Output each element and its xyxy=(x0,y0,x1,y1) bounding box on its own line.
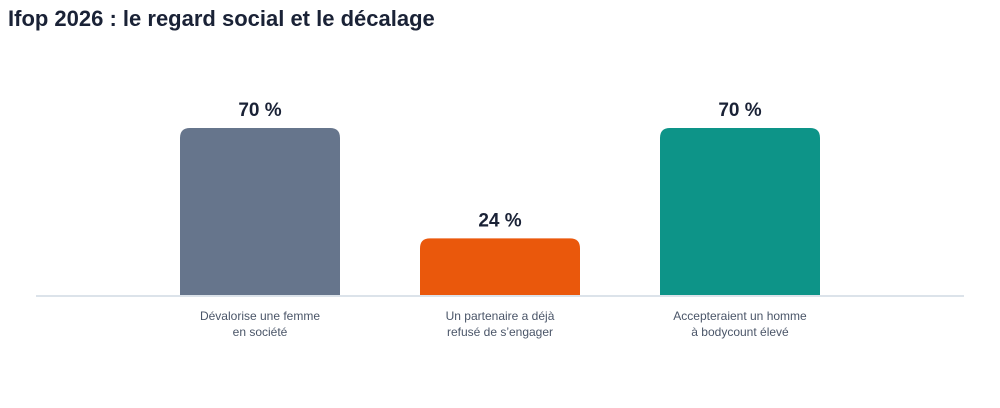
bars-layer xyxy=(180,128,820,296)
category-label-line: Un partenaire a déjà xyxy=(446,309,555,323)
category-label-2: Un partenaire a déjà refusé de s’engager xyxy=(446,309,555,339)
bar-3 xyxy=(660,128,820,296)
category-label-line: Accepteraient un homme xyxy=(673,309,807,323)
bar-value-label-2: 24 % xyxy=(478,210,521,231)
bar-1 xyxy=(180,128,340,296)
bar-2 xyxy=(420,238,580,296)
chart-title: Ifop 2026 : le regard social et le décal… xyxy=(8,6,435,31)
category-label-line: refusé de s’engager xyxy=(447,325,553,339)
bar-value-label-3: 70 % xyxy=(718,100,761,121)
category-label-line: en société xyxy=(233,325,288,339)
category-label-1: Dévalorise une femme en société xyxy=(200,309,320,339)
bar-value-label-1: 70 % xyxy=(238,100,281,121)
category-label-line: Dévalorise une femme xyxy=(200,309,320,323)
labels-layer: 70 % Dévalorise une femme en société 24 % Un… xyxy=(200,100,807,339)
category-label-3: Accepteraient un homme à bodycount élevé xyxy=(673,309,807,339)
category-label-line: à bodycount élevé xyxy=(691,325,789,339)
